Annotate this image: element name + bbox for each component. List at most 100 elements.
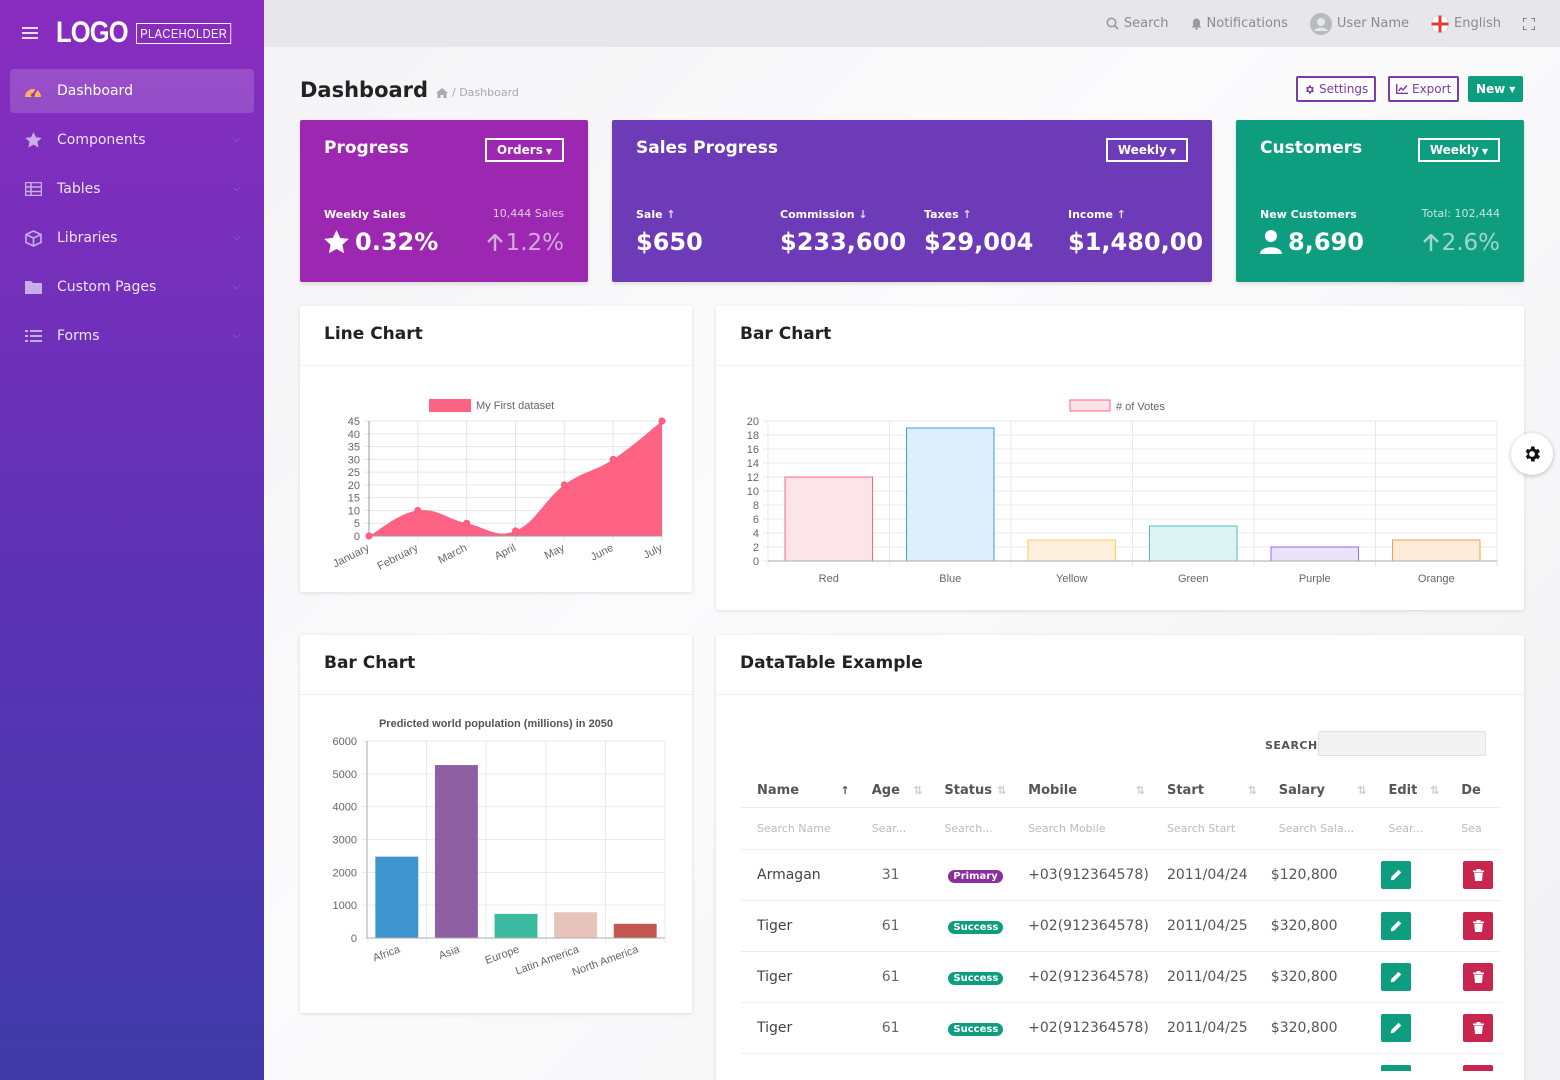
sidebar-item-label: Dashboard [57,83,133,99]
y-tick-label: 14 [747,458,759,470]
list-icon [24,327,42,345]
legend-label: My First dataset [476,400,554,412]
settings-fab[interactable] [1511,433,1553,475]
filter-start[interactable]: Search Start [1150,807,1263,850]
new-button[interactable]: New ▼ [1468,76,1524,102]
sidebar-item-label: Tables [57,181,101,197]
filter-edit[interactable]: Sear... [1372,807,1446,850]
delete-button[interactable] [1463,963,1494,991]
flag-icon [1431,14,1450,33]
card-title: Sales Progress [636,138,778,158]
language-selector[interactable]: English [1431,14,1501,33]
delete-button[interactable] [1463,912,1494,940]
cell-mobile: +02(912364578) [1012,951,1151,1003]
cell-edit [1372,1002,1446,1054]
y-tick-label: 4 [753,528,759,540]
topbar: Search Notifications User Name English [264,0,1560,47]
filter-age[interactable]: Sear... [855,807,929,850]
filter-status[interactable]: Search... [928,807,1013,850]
column-header-name[interactable]: Name ↑ [741,773,856,808]
filter-delete[interactable]: Sea [1445,807,1501,850]
y-tick-label: 0 [351,933,357,945]
chevron-down-icon: ⌵ [233,184,240,194]
search-link[interactable]: Search [1106,16,1169,31]
user-menu[interactable]: User Name [1309,12,1409,35]
cell-status: Success [928,1053,1013,1071]
bar [554,912,598,938]
sidebar-item-dashboard[interactable]: Dashboard [10,69,254,113]
logo[interactable]: LOGO [56,16,129,49]
bar [613,923,657,938]
column-header-salary[interactable]: Salary ⇅ [1262,773,1373,808]
weekly-dropdown[interactable]: Weekly ▼ [1417,138,1500,162]
chevron-down-icon: ⌵ [233,331,240,341]
weekly-dropdown[interactable]: Weekly ▼ [1105,138,1188,162]
caret-down-icon: ▼ [545,147,552,156]
settings-button[interactable]: Settings [1296,76,1377,102]
delete-button[interactable] [1463,1014,1494,1042]
y-tick-label: 1000 [333,900,357,912]
trash-icon [1472,869,1484,881]
fullscreen-button[interactable] [1523,17,1540,30]
filter-mobile[interactable]: Search Mobile [1012,807,1151,850]
stat-sublabel: Total: 102,444 [1421,207,1500,220]
legend-swatch [429,399,471,412]
notifications-link[interactable]: Notifications [1191,16,1288,31]
export-button[interactable]: Export [1388,76,1460,102]
edit-button[interactable] [1380,1014,1411,1042]
column-header-mobile[interactable]: Mobile ⇅ [1012,773,1151,808]
sort-icon: ⇅ [1357,784,1367,797]
cell-name: Tiger [741,1002,856,1054]
filter-salary[interactable]: Search Sala... [1262,807,1373,850]
population-bar-chart: Predicted world population (millions) in… [333,718,666,979]
line-chart-panel: Line Chart My First dataset 0 5 10 15 20 25 30 3… [300,306,692,592]
delete-button[interactable] [1463,861,1494,889]
cell-mobile: +02(912364578) [1012,900,1151,952]
bar [1149,525,1238,562]
sidebar-item-tables[interactable]: Tables ⌵ [10,167,254,211]
chart-line-icon [1396,84,1408,94]
fullscreen-icon [1523,17,1535,30]
filter-name[interactable]: Search Name [741,807,856,850]
delete-button[interactable] [1463,1065,1494,1071]
edit-button[interactable] [1380,861,1411,889]
sidebar-item-libraries[interactable]: Libraries ⌵ [10,216,254,260]
column-header-start[interactable]: Start ⇅ [1150,773,1263,808]
edit-button[interactable] [1380,912,1411,940]
trash-icon [1472,971,1484,983]
edit-button[interactable] [1380,963,1411,991]
data-point [365,532,373,540]
bar [1392,539,1481,562]
cell-name: Tiger [741,900,856,952]
stat-change: 1.2% [486,230,564,256]
stat-value: $1,480,00 [1068,228,1204,256]
hamburger-menu-icon[interactable] [22,27,38,39]
orders-dropdown[interactable]: Orders ▼ [484,138,564,162]
home-icon[interactable] [436,87,448,98]
x-tick-label: February [376,542,421,573]
x-tick-label: July [641,542,664,562]
y-tick-label: 45 [348,416,360,428]
notifications-label: Notifications [1206,16,1288,31]
column-header-edit[interactable]: Edit ⇅ [1372,773,1446,808]
column-header-status[interactable]: Status ⇅ [928,773,1013,808]
edit-button[interactable] [1380,1065,1411,1071]
status-badge: Primary [948,870,1003,883]
gauge-icon [24,82,42,100]
bar [784,476,873,562]
column-header-delete[interactable]: De [1445,773,1501,808]
language-label: English [1454,16,1501,31]
sidebar-item-custom-pages[interactable]: Custom Pages ⌵ [10,265,254,309]
column-header-age[interactable]: Age ⇅ [855,773,929,808]
sidebar-item-components[interactable]: Components ⌵ [10,118,254,162]
sidebar-item-forms[interactable]: Forms ⌵ [10,314,254,358]
brand: LOGO PLACEHOLDER [22,16,249,50]
breadcrumb-current[interactable]: / Dashboard [452,86,519,99]
table-search-input[interactable] [1318,731,1486,756]
cell-delete [1445,849,1501,901]
sidebar-item-label: Components [57,132,146,148]
y-tick-label: 6000 [333,736,357,748]
x-tick-label: May [543,542,567,562]
